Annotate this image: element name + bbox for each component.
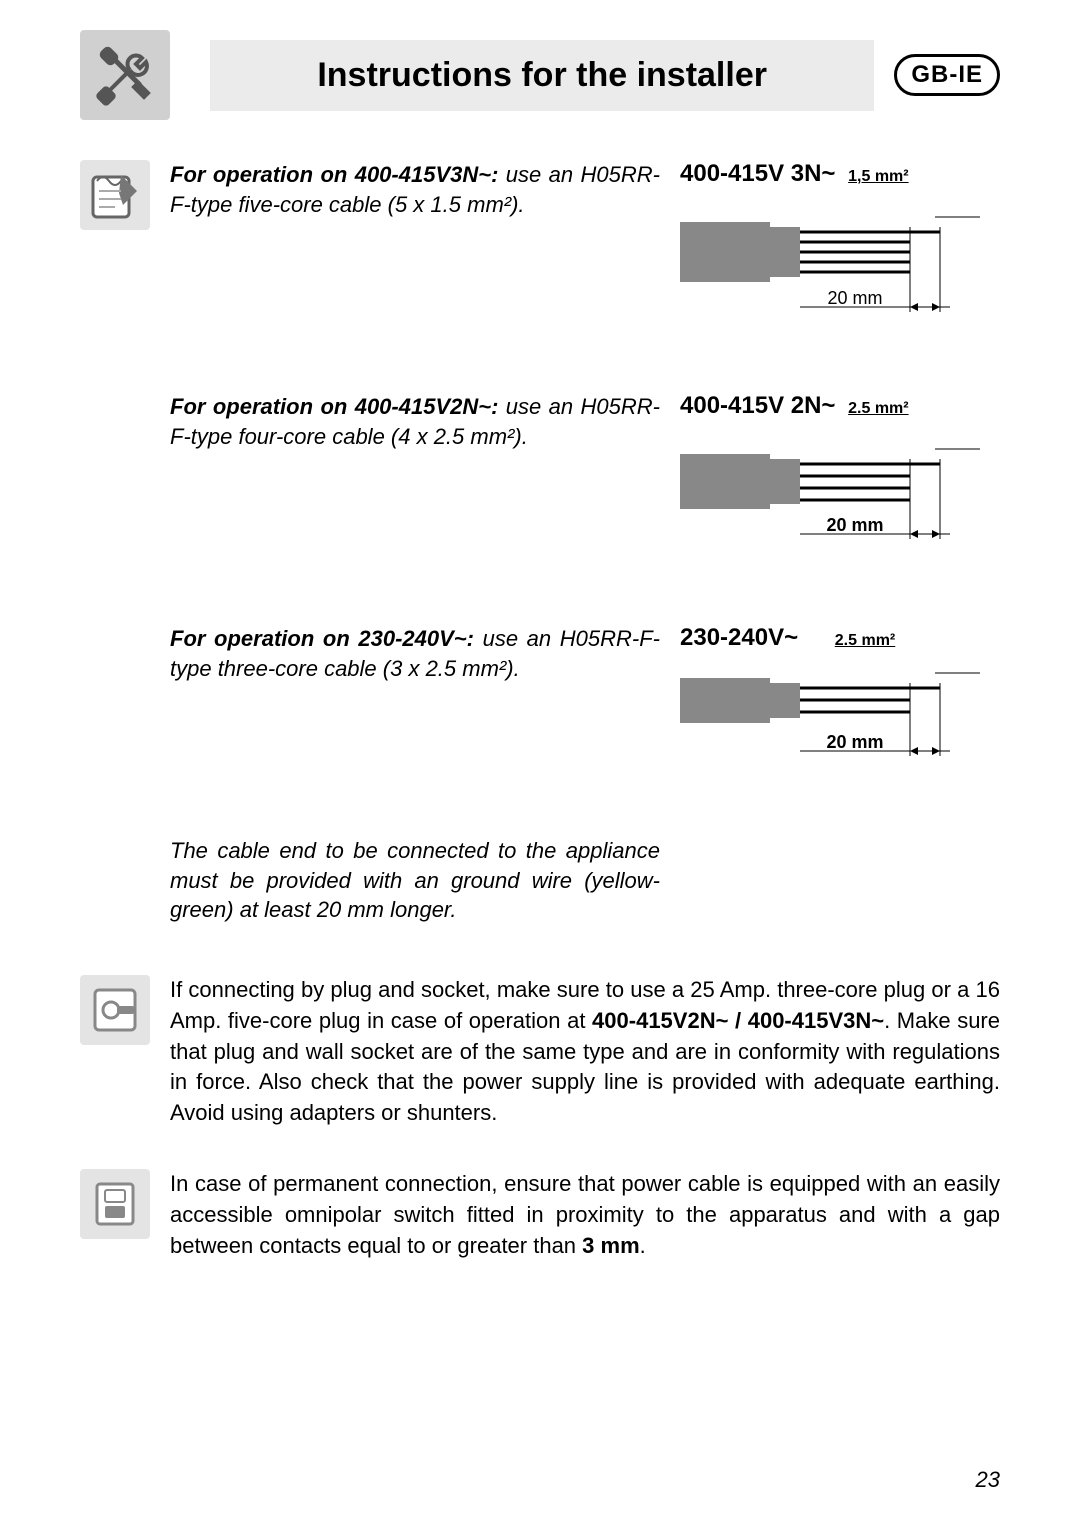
cable-svg: 20 mm [680,424,980,564]
plug-icon [80,975,150,1045]
spec-text: For operation on 230-240V~: use an H05RR… [170,624,680,683]
title-bar: Instructions for the installer [210,40,874,111]
page-title: Instructions for the installer [234,56,850,95]
cable-spec-row: For operation on 230-240V~: use an H05RR… [80,624,1000,781]
cable-spec-row: For operation on 400-415V3N~: use an H05… [80,160,1000,337]
cable-spec-row: For operation on 400-415V2N~: use an H05… [80,392,1000,569]
svg-text:20 mm: 20 mm [826,515,883,535]
plug-text: If connecting by plug and socket, make s… [170,975,1000,1129]
region-badge: GB-IE [894,54,1000,96]
spec-text: For operation on 400-415V3N~: use an H05… [170,160,680,219]
cable-diagram: 400-415V 2N~ 2.5 mm² 20 mm [680,392,1000,569]
svg-text:20 mm: 20 mm [827,288,882,308]
page-header: Instructions for the installer GB-IE [0,0,1080,140]
switch-text: In case of permanent connection, ensure … [170,1169,1000,1261]
ground-wire-note: The cable end to be connected to the app… [170,836,660,925]
plug-socket-info: If connecting by plug and socket, make s… [80,975,1000,1129]
cable-svg: 20 mm [680,656,980,776]
tools-icon [80,30,170,120]
switch-icon [80,1169,150,1239]
cable-svg: 20 mm [680,192,980,332]
cable-diagram: 400-415V 3N~ 1,5 mm² 20 mm [680,160,1000,337]
cable-diagram: 230-240V~ 2.5 mm² 20 mm [680,624,1000,781]
note-icon [80,160,150,230]
spec-text: For operation on 400-415V2N~: use an H05… [170,392,680,451]
switch-info: In case of permanent connection, ensure … [80,1169,1000,1261]
svg-text:20 mm: 20 mm [826,732,883,752]
page-number: 23 [976,1467,1000,1493]
